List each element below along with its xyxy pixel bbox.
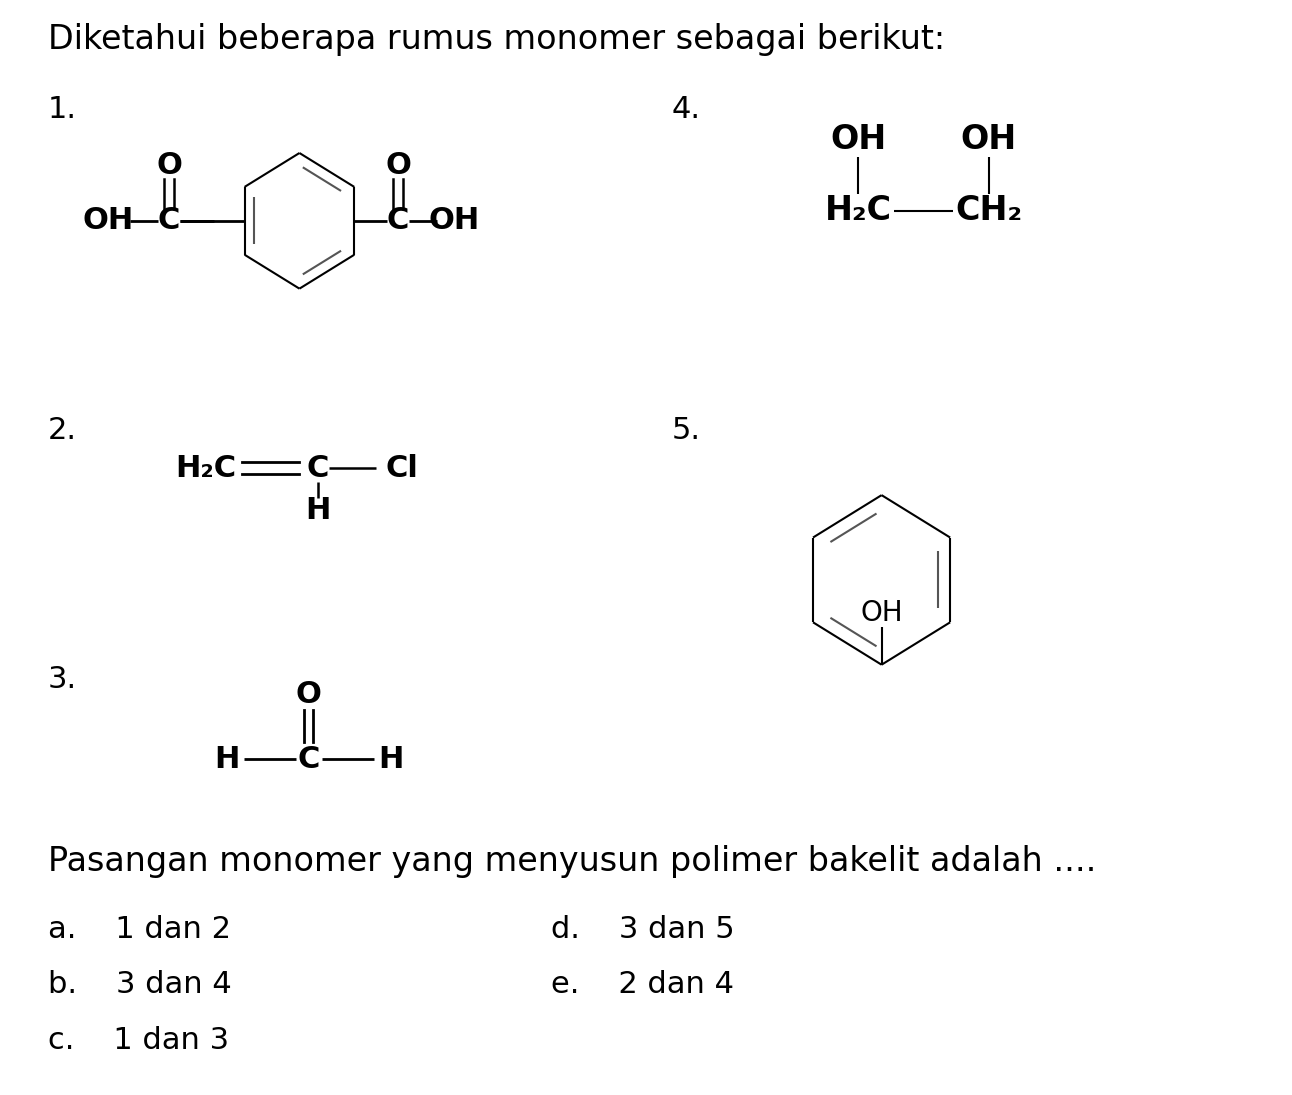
Text: C: C [297, 745, 320, 774]
Text: d.    3 dan 5: d. 3 dan 5 [550, 914, 735, 944]
Text: C: C [158, 206, 180, 235]
Text: 3.: 3. [48, 665, 78, 694]
Text: OH: OH [83, 206, 134, 235]
Text: Diketahui beberapa rumus monomer sebagai berikut:: Diketahui beberapa rumus monomer sebagai… [48, 23, 944, 56]
Text: OH: OH [429, 206, 479, 235]
Text: O: O [156, 151, 182, 181]
Text: c.    1 dan 3: c. 1 dan 3 [48, 1026, 229, 1056]
Text: OH: OH [860, 599, 903, 626]
Text: H₂C: H₂C [176, 453, 236, 483]
Text: OH: OH [831, 123, 886, 155]
Text: Pasangan monomer yang menyusun polimer bakelit adalah ....: Pasangan monomer yang menyusun polimer b… [48, 844, 1097, 878]
Text: H: H [214, 745, 239, 774]
Text: 4.: 4. [672, 94, 702, 124]
Text: H: H [305, 496, 331, 525]
Text: Cl: Cl [385, 453, 419, 483]
Text: 5.: 5. [672, 416, 702, 445]
Text: O: O [385, 151, 411, 181]
Text: e.    2 dan 4: e. 2 dan 4 [550, 970, 734, 1000]
Text: O: O [296, 680, 322, 710]
Text: CH₂: CH₂ [955, 194, 1022, 228]
Text: C: C [307, 453, 329, 483]
Text: 1.: 1. [48, 94, 78, 124]
Text: b.    3 dan 4: b. 3 dan 4 [48, 970, 231, 1000]
Text: H: H [379, 745, 403, 774]
Text: a.    1 dan 2: a. 1 dan 2 [48, 914, 231, 944]
Text: 2.: 2. [48, 416, 78, 445]
Text: OH: OH [960, 123, 1017, 155]
Text: H₂C: H₂C [824, 194, 891, 228]
Text: C: C [386, 206, 410, 235]
